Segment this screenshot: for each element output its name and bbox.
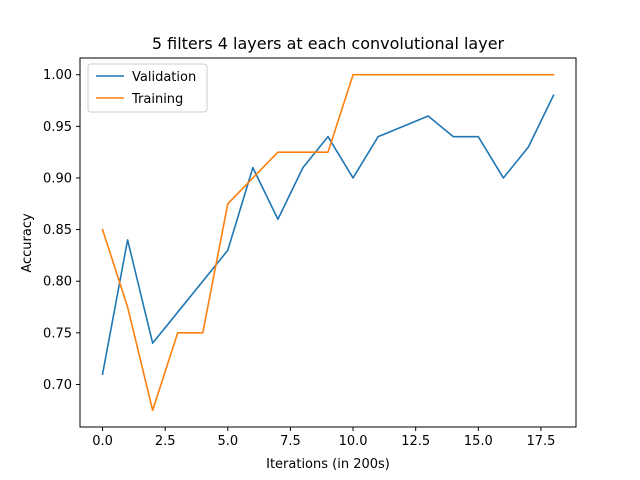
x-tick-label: 12.5 <box>401 434 430 449</box>
y-tick-label: 0.90 <box>43 171 72 186</box>
x-tick-label: 5.0 <box>217 434 238 449</box>
x-tick-label: 2.5 <box>155 434 176 449</box>
y-tick-label: 1.00 <box>43 68 72 83</box>
x-tick-label: 17.5 <box>526 434 555 449</box>
y-tick-label: 0.75 <box>43 326 72 341</box>
chart-title: 5 filters 4 layers at each convolutional… <box>152 34 505 53</box>
y-tick-label: 0.85 <box>43 223 72 238</box>
y-tick-label: 0.95 <box>43 120 72 135</box>
axes-frame <box>79 57 577 428</box>
series-line-training <box>101 73 555 412</box>
y-tick-label: 0.70 <box>43 378 72 393</box>
plot-area: 0.0 2.5 5.0 7.5 10.0 12.5 15.0 17.5 0.70 0.75 0.80… <box>43 57 577 449</box>
legend-label-training: Training <box>131 92 183 107</box>
y-axis-title: Accuracy <box>20 213 35 273</box>
x-tick-label: 10.0 <box>339 434 368 449</box>
legend-label-validation: Validation <box>132 70 196 85</box>
series-line-validation <box>101 94 555 376</box>
x-axis-title: Iterations (in 200s) <box>266 457 390 472</box>
x-tick-label: 7.5 <box>280 434 301 449</box>
x-tick-label: 15.0 <box>464 434 493 449</box>
x-tick-label: 0.0 <box>92 434 113 449</box>
y-tick-label: 0.80 <box>43 275 72 290</box>
